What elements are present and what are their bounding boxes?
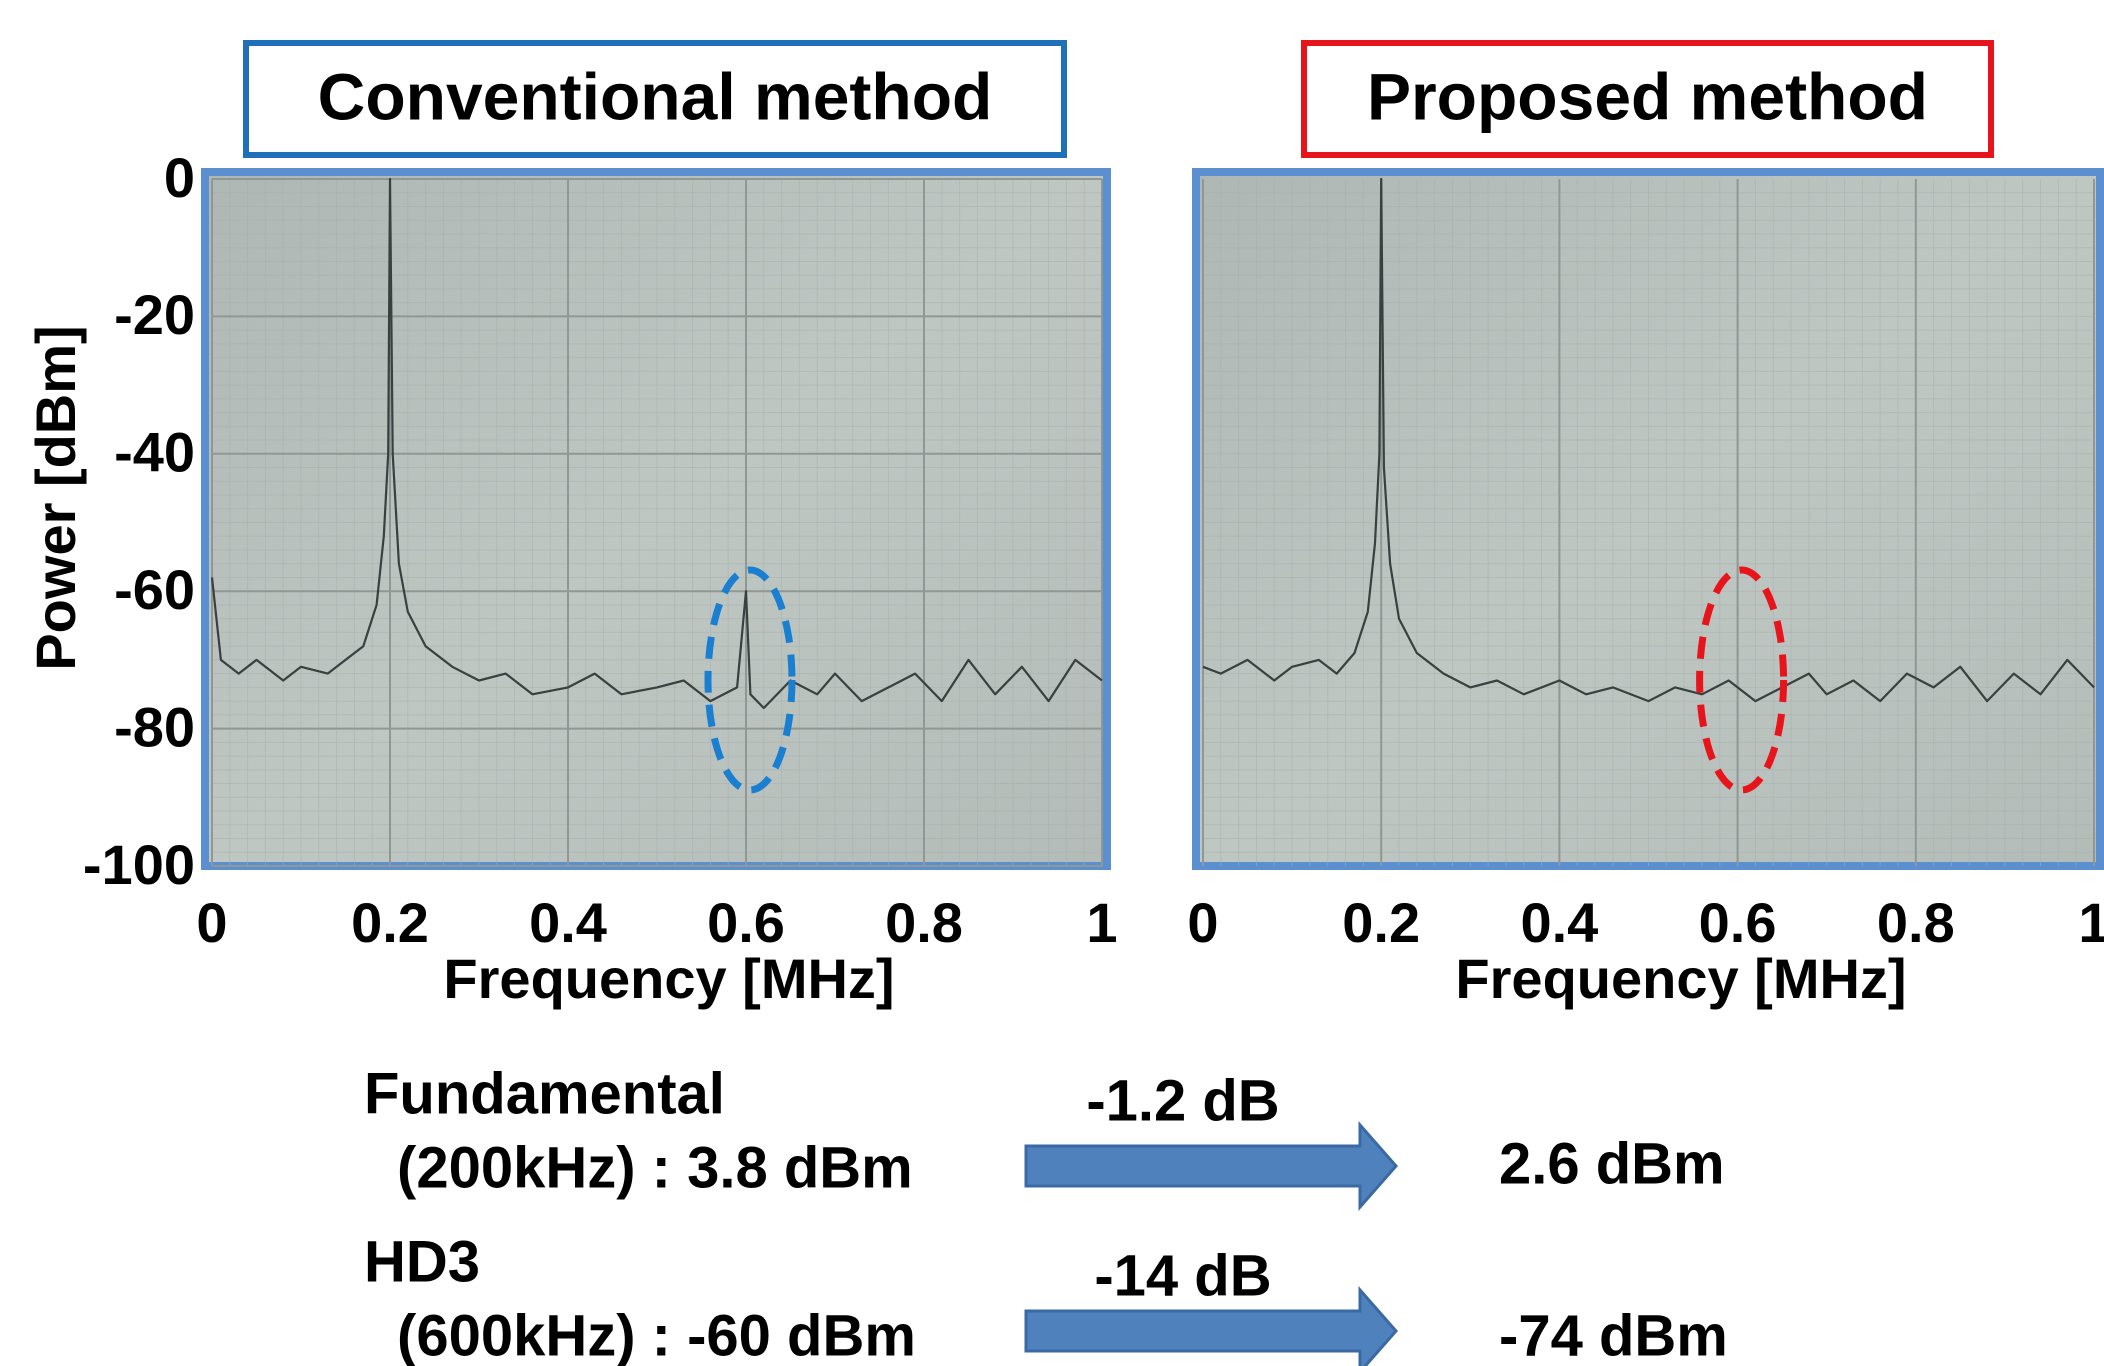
spectrum-trace <box>210 177 1103 710</box>
x-tick-label: 0.4 <box>1520 891 1598 954</box>
comparison-result: -74 dBm <box>1499 1303 1728 1366</box>
highlight-ellipse <box>704 566 796 794</box>
comparison-label: HD3 <box>364 1229 480 1294</box>
comparison-detail: (200kHz) : 3.8 dBm <box>397 1135 913 1200</box>
x-tick-label: 0.2 <box>1342 891 1420 954</box>
y-tick-label: 0 <box>164 146 195 209</box>
x-tick-label: 0.8 <box>1877 891 1955 954</box>
plot-photo <box>201 168 1111 870</box>
x-tick-label: 0 <box>1187 891 1218 954</box>
spectrum-trace <box>1202 177 2095 703</box>
x-axis-label: Frequency [MHz] <box>1455 947 1906 1010</box>
x-tick-label: 0.2 <box>351 891 429 954</box>
y-tick-label: -100 <box>83 833 195 896</box>
x-axis-label: Frequency [MHz] <box>443 947 894 1010</box>
panel-title: Proposed method <box>1367 59 1928 133</box>
x-tick-label: 0.6 <box>707 891 785 954</box>
y-tick-label: -60 <box>114 558 195 621</box>
title-box <box>243 40 1067 158</box>
y-tick-label: -80 <box>114 695 195 758</box>
y-tick-label: -40 <box>114 421 195 484</box>
x-tick-label: 0 <box>196 891 227 954</box>
x-tick-label: 0.4 <box>529 891 607 954</box>
x-tick-label: 0.8 <box>885 891 963 954</box>
panel-title: Conventional method <box>318 59 993 133</box>
x-tick-label: 1 <box>2078 891 2104 954</box>
y-tick-label: -20 <box>114 283 195 346</box>
comparison-label: Fundamental <box>364 1061 725 1126</box>
y-axis-label: Power [dBm] <box>24 325 87 670</box>
highlight-ellipse <box>1696 566 1788 794</box>
arrow <box>1024 1286 1398 1366</box>
comparison-detail: (600kHz) : -60 dBm <box>397 1303 916 1366</box>
comparison-change: -14 dB <box>1094 1243 1271 1308</box>
x-tick-label: 0.6 <box>1699 891 1777 954</box>
arrow <box>1024 1121 1398 1211</box>
comparison-change: -1.2 dB <box>1086 1068 1279 1133</box>
title-box <box>1301 40 1994 158</box>
comparison-result: 2.6 dBm <box>1499 1131 1725 1196</box>
x-tick-label: 1 <box>1086 891 1117 954</box>
